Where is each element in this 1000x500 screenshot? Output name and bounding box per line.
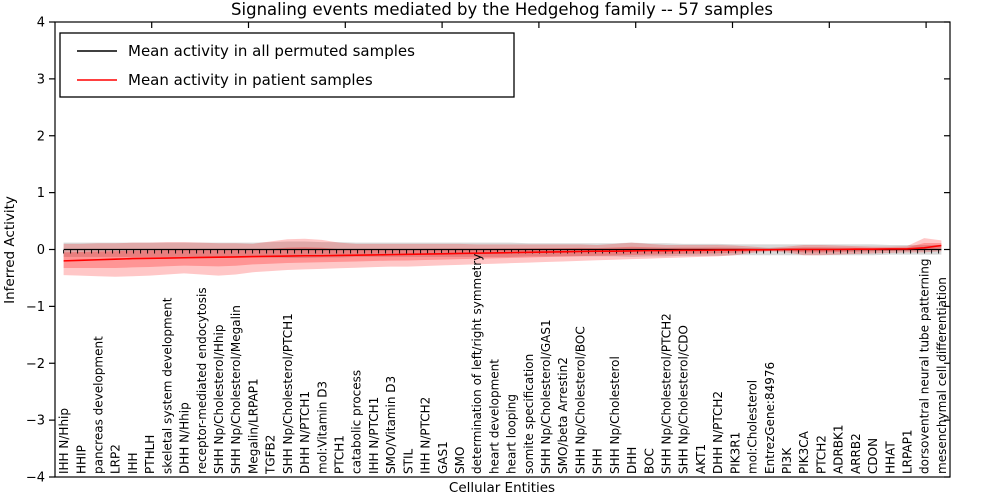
x-tick-label: IHH N/PTCH2: [419, 397, 433, 474]
x-tick-label: SHH Np/Cholesterol/PTCH1: [281, 313, 295, 474]
x-tick-label: PI3K: [780, 447, 794, 474]
x-tick-label: mesenchymal cell differentiation: [935, 277, 949, 474]
series-lines: [63, 244, 942, 262]
x-tick-label: dorsoventral neural tube patterning: [918, 258, 932, 474]
x-tick-label: receptor-mediated endocytosis: [195, 287, 209, 474]
y-tick-label: 0: [37, 243, 45, 258]
x-tick-label: PTCH2: [814, 435, 828, 474]
x-tick-label: LRP2: [109, 444, 123, 474]
x-tick-label: PIK3CA: [797, 430, 811, 474]
x-tick-label: ADRBK1: [832, 424, 846, 474]
x-tick-label: PTHLH: [143, 435, 157, 474]
x-tick-label: SHH Np/Cholesterol: [608, 356, 622, 474]
x-tick-label: HHIP: [74, 445, 88, 474]
x-tick-label: DHH: [625, 447, 639, 474]
x-tick-label: determination of left/right symmetry: [470, 254, 484, 474]
x-tick-label: IHH: [126, 452, 140, 474]
y-tick-label: −4: [26, 471, 45, 486]
x-tick-label: somite specification: [522, 354, 536, 474]
legend-box: [59, 32, 515, 98]
x-tick-label: catabolic process: [350, 370, 364, 474]
y-tick-label: 2: [37, 129, 45, 144]
x-tick-label: GAS1: [436, 441, 450, 474]
x-tick-label: heart looping: [505, 394, 519, 474]
legend-label-patient: Mean activity in patient samples: [128, 71, 373, 89]
x-tick-label: HHAT: [883, 441, 897, 474]
x-tick-label: PIK3R1: [728, 432, 742, 474]
x-tick-label: heart development: [487, 359, 501, 474]
x-tick-label: SHH Np/Cholesterol/Hhip: [212, 325, 226, 474]
axis-ticks: [49, 21, 950, 478]
x-tick-label: SHH: [591, 448, 605, 474]
x-tick-label: skeletal system development: [160, 297, 174, 474]
x-tick-label: Megalin/LRPAP1: [246, 378, 260, 474]
x-tick-label: DHH N/PTCH2: [711, 391, 725, 474]
x-tick-label: ARRB2: [849, 433, 863, 474]
x-tick-label: SHH Np/Cholesterol/BOC: [573, 326, 587, 474]
x-tick-label: BOC: [642, 448, 656, 474]
y-tick-labels: 4 3 2 1 0 −1 −2 −3 −4: [26, 16, 45, 486]
y-tick-label: −2: [26, 357, 45, 372]
y-tick-label: 1: [37, 186, 45, 201]
y-axis-label: Inferred Activity: [2, 196, 18, 304]
legend: Mean activity in all permuted samples Me…: [59, 32, 515, 98]
x-tick-label: SMO: [453, 447, 467, 474]
x-tick-label: mol:Cholesterol: [746, 380, 760, 474]
x-tick-label: LRPAP1: [900, 429, 914, 474]
patient-mean-line: [63, 244, 942, 262]
y-tick-label: −3: [26, 414, 45, 429]
y-tick-label: −1: [26, 300, 45, 315]
x-tick-label: STIL: [401, 449, 415, 474]
x-tick-label: SHH Np/Cholesterol/PTCH2: [660, 313, 674, 474]
legend-label-permuted: Mean activity in all permuted samples: [128, 42, 415, 60]
y-tick-label: 3: [37, 72, 45, 87]
patient-sample-range-band: [63, 238, 942, 277]
x-tick-labels: IHH N/Hhip HHIP pancreas development LRP2 IH…: [57, 254, 949, 475]
chart-title: Signaling events mediated by the Hedgeho…: [231, 0, 773, 19]
x-tick-label: mol:Vitamin D3: [315, 381, 329, 474]
x-tick-label: IHH N/PTCH1: [367, 397, 381, 474]
x-tick-label: CDON: [866, 438, 880, 474]
x-axis-label: Cellular Entities: [449, 480, 555, 496]
x-tick-label: TGFB2: [264, 435, 278, 475]
y-tick-label: 4: [37, 16, 45, 31]
x-tick-label: DHH N/PTCH1: [298, 391, 312, 474]
x-tick-label: IHH N/Hhip: [57, 408, 71, 474]
x-tick-label: SHH Np/Cholesterol/GAS1: [539, 319, 553, 474]
x-tick-label: SHH Np/Cholesterol/CDO: [677, 325, 691, 474]
x-tick-label: pancreas development: [92, 336, 106, 474]
x-tick-label: AKT1: [694, 444, 708, 474]
x-tick-label: EntrezGene:84976: [763, 362, 777, 474]
x-tick-label: DHH N/Hhip: [178, 402, 192, 474]
x-tick-label: PTCH1: [332, 435, 346, 474]
x-tick-label: SMO/beta Arrestin2: [556, 357, 570, 474]
x-tick-label: SHH Np/Cholesterol/Megalin: [229, 305, 243, 474]
x-tick-label: SMO/Vitamin D3: [384, 376, 398, 474]
